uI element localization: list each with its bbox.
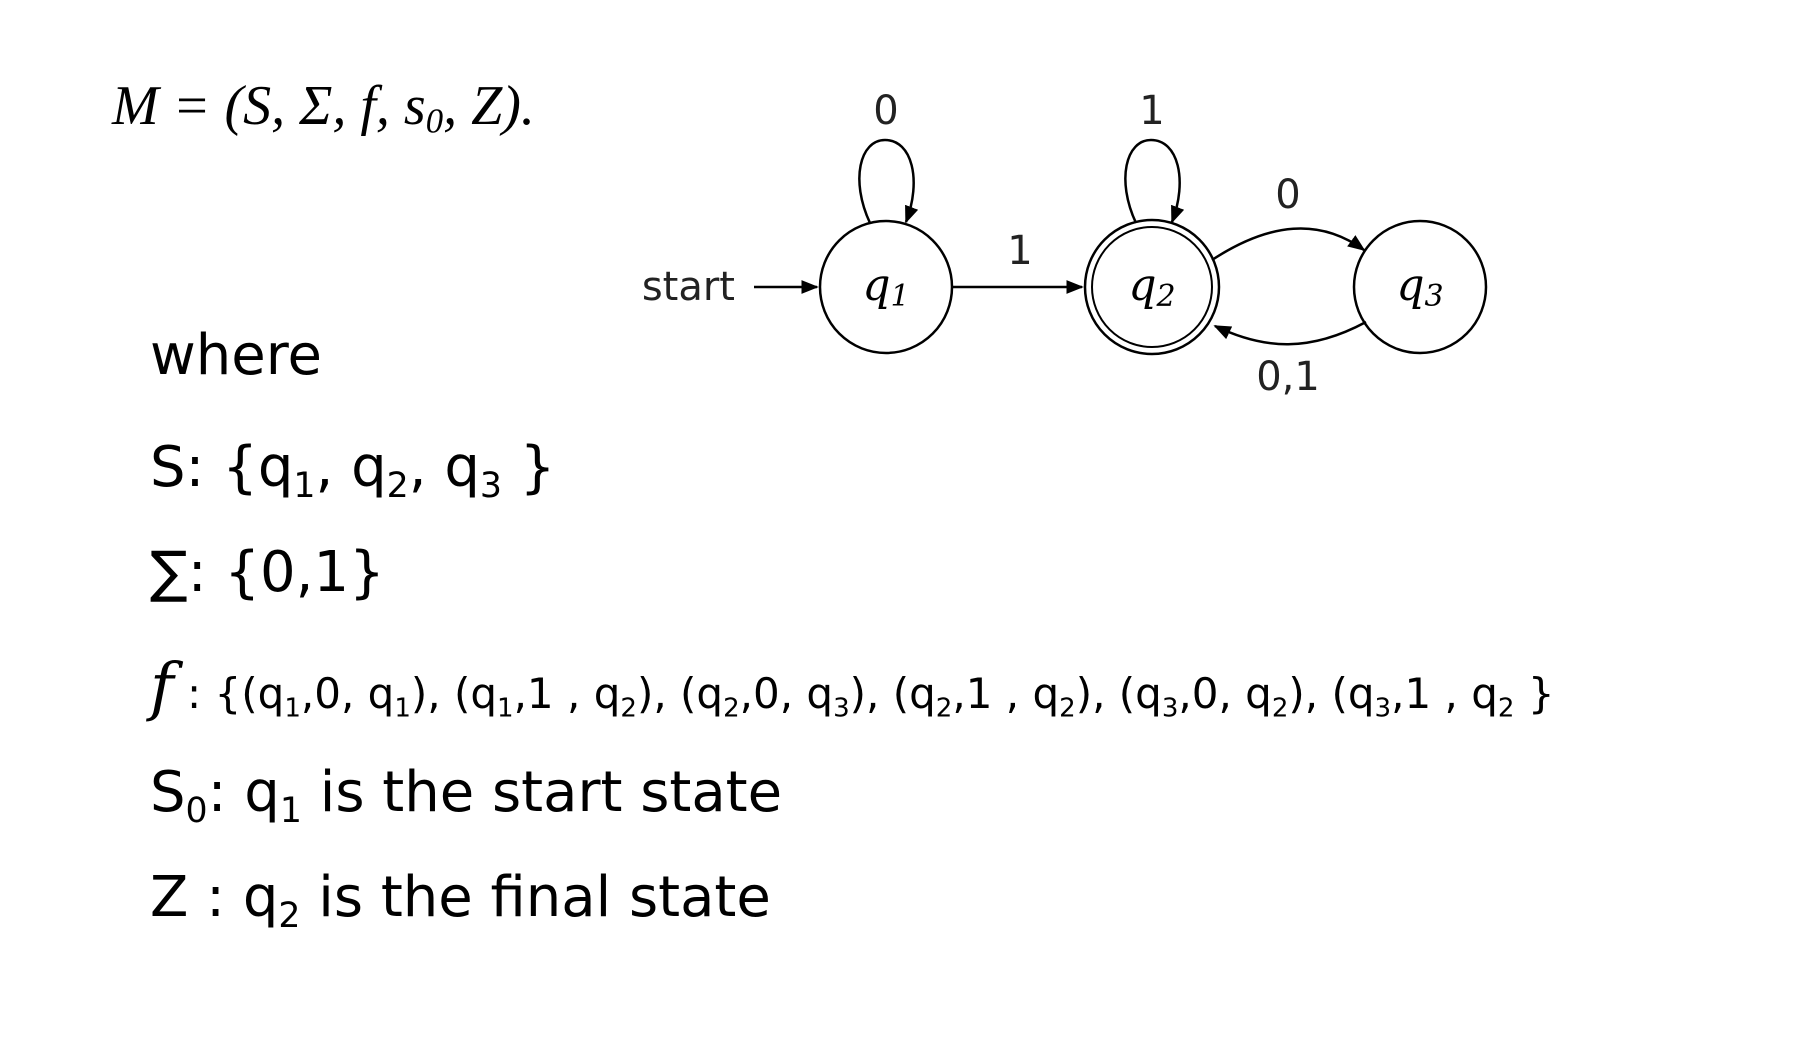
state-q3-label: q3 [1396,260,1443,314]
label-q2-q3: 0 [1275,172,1300,218]
loop-q2 [1124,138,1185,224]
state-q2-outer [1083,218,1221,356]
label-q2-q2: 1 [1139,88,1164,134]
state-q2-label: q2 [1128,260,1175,314]
label-q3-q2: 0,1 [1256,354,1320,400]
label-q1-q2: 1 [1007,228,1032,274]
loop-q1 [858,138,919,224]
state-q1 [818,219,954,355]
start-label: start [642,264,735,310]
alphabet-line: ∑: {0,1} [150,540,385,605]
final-state-line: Z : q2 is the final state [150,865,771,937]
state-q3 [1352,219,1488,355]
machine-formula: M = (S, Σ, f, s0, Z). [112,75,535,141]
states-set-line: S: {q1, q2, q3 } [150,435,556,507]
label-q1-q1: 0 [873,88,898,134]
where-text: where [150,323,322,388]
state-q2-inner [1091,226,1213,348]
state-q1-label: q1 [862,260,909,314]
edge-q3-q2 [1213,320,1367,346]
transition-function-line: f : {(q1,0, q1), (q1,1 , q2), (q2,0, q3)… [150,650,1555,724]
edge-q2-q3 [1211,227,1366,262]
start-state-line: S0: q1 is the start state [150,760,783,832]
